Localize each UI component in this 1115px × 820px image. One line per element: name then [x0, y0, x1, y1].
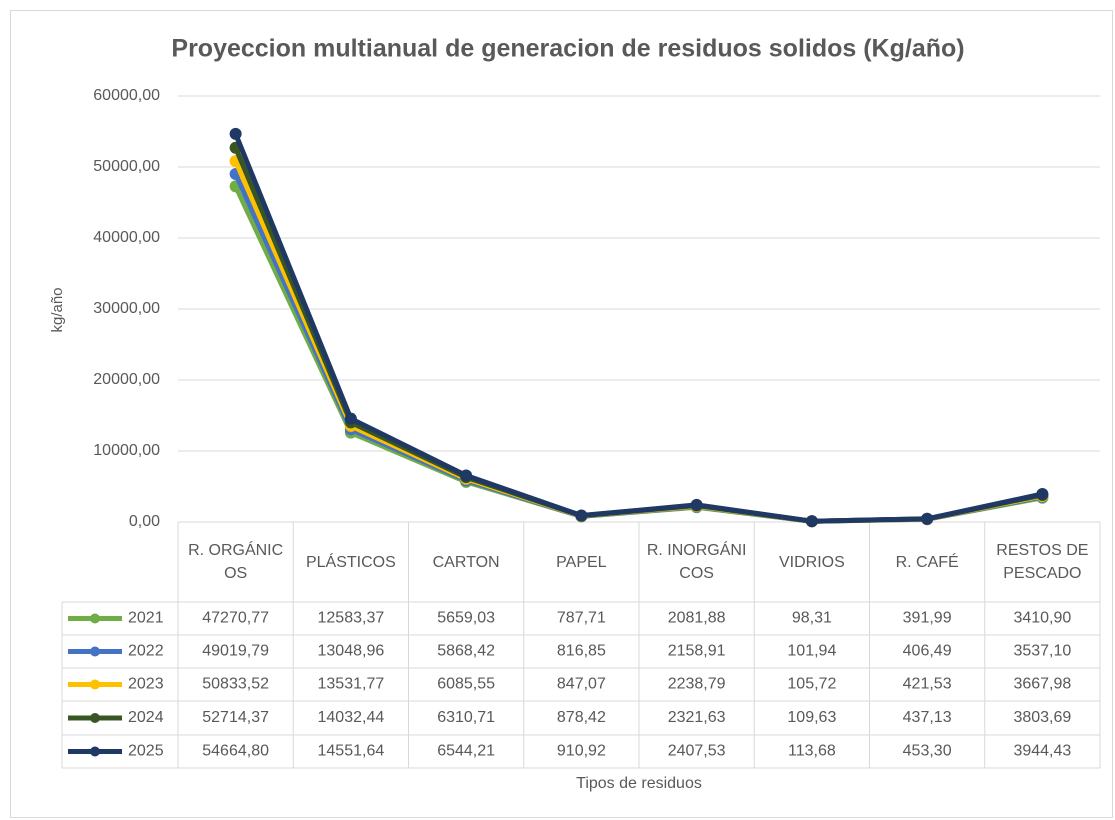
data-point [921, 512, 934, 525]
category-cell: R. INORGÁNICOS [646, 542, 747, 582]
table-value: 13531,77 [318, 676, 385, 693]
table-value: 6310,71 [437, 709, 495, 726]
table-value: 421,53 [903, 676, 952, 693]
data-point [575, 509, 588, 522]
table-value: 2158,91 [668, 643, 726, 660]
category-cell: R. ORGÁNICOS [188, 542, 284, 582]
table-value: 406,49 [903, 643, 952, 660]
table-value: 910,92 [557, 743, 606, 760]
category-cell: VIDRIOS [778, 553, 845, 571]
table-value: 391,99 [903, 610, 952, 627]
table-value: 878,42 [557, 709, 606, 726]
category-label: RESTOS DE PESCADO [996, 542, 1089, 582]
table-value: 2321,63 [668, 709, 726, 726]
data-point [1036, 487, 1049, 500]
table-value: 5868,42 [437, 643, 495, 660]
category-label: R. INORGÁNICOS [646, 542, 747, 582]
series-line [233, 132, 1043, 524]
category-label: CARTON [432, 553, 500, 571]
y-tick-label: 20000,00 [93, 371, 160, 388]
legend-marker [90, 746, 100, 757]
table-value: 2407,53 [668, 743, 726, 760]
y-tick-label: 60000,00 [93, 87, 160, 104]
legend-marker [90, 713, 100, 723]
table-value: 101,94 [787, 643, 836, 660]
table-value: 2238,79 [668, 676, 726, 693]
table-value: 12583,37 [318, 610, 385, 627]
table-value: 14551,64 [318, 743, 385, 760]
table-value: 5659,03 [437, 610, 495, 627]
legend-label: 2023 [128, 676, 164, 693]
data-point [460, 469, 473, 482]
table-value: 6085,55 [437, 676, 495, 693]
table-value: 54664,80 [202, 743, 269, 760]
table-value: 47270,77 [202, 610, 269, 627]
category-cell: CARTON [432, 553, 500, 571]
legend-marker [90, 679, 100, 690]
category-cell: PLÁSTICOS [305, 553, 396, 571]
data-point [690, 498, 703, 511]
data-point [229, 127, 242, 140]
table-value: 453,30 [903, 743, 952, 760]
table-value: 50833,52 [202, 676, 269, 693]
y-tick-label: 30000,00 [93, 300, 160, 317]
table-value: 3803,69 [1013, 709, 1071, 726]
y-axis-label: kg/año [49, 287, 66, 332]
table-value: 6544,21 [437, 743, 495, 760]
table-value: 52714,37 [202, 709, 269, 726]
table-value: 787,71 [557, 610, 606, 627]
legend-label: 2025 [128, 743, 164, 760]
table-value: 113,68 [788, 743, 836, 760]
table-value: 3667,98 [1013, 676, 1071, 693]
chart-border [10, 10, 1113, 818]
table-value: 3537,10 [1013, 643, 1071, 660]
y-tick-label: 0,00 [129, 513, 160, 530]
category-cell: PAPEL [556, 553, 607, 571]
table-value: 847,07 [557, 676, 606, 693]
table-value: 14032,44 [318, 709, 385, 726]
category-label: PAPEL [556, 553, 607, 571]
legend-label: 2022 [128, 643, 164, 660]
table-value: 437,13 [903, 709, 952, 726]
data-point [805, 515, 818, 528]
table-value: 3410,90 [1013, 610, 1071, 627]
legend-label: 2021 [128, 610, 164, 627]
legend-marker [90, 646, 100, 657]
table-value: 105,72 [787, 676, 836, 693]
table-value: 2081,88 [668, 610, 726, 627]
data-point [344, 412, 357, 425]
category-label: R. ORGÁNICOS [188, 542, 284, 582]
category-cell: R. CAFÉ [895, 553, 959, 571]
legend-label: 2024 [128, 709, 164, 726]
legend-marker [90, 613, 100, 624]
table-value: 3944,43 [1013, 743, 1071, 760]
y-tick-label: 10000,00 [93, 442, 160, 459]
chart-title: Proyeccion multianual de generacion de r… [171, 35, 964, 63]
table-value: 109,63 [787, 709, 836, 726]
category-label: PLÁSTICOS [305, 553, 396, 571]
y-tick-label: 50000,00 [93, 158, 160, 175]
x-axis-label: Tipos de residuos [576, 775, 702, 792]
table-value: 49019,79 [202, 643, 269, 660]
category-label: R. CAFÉ [895, 553, 959, 571]
y-tick-label: 40000,00 [93, 229, 160, 246]
category-cell: RESTOS DE PESCADO [996, 542, 1089, 582]
table-value: 98,31 [792, 610, 832, 627]
category-label: VIDRIOS [778, 553, 845, 571]
table-value: 13048,96 [318, 643, 385, 660]
table-value: 816,85 [557, 643, 606, 660]
